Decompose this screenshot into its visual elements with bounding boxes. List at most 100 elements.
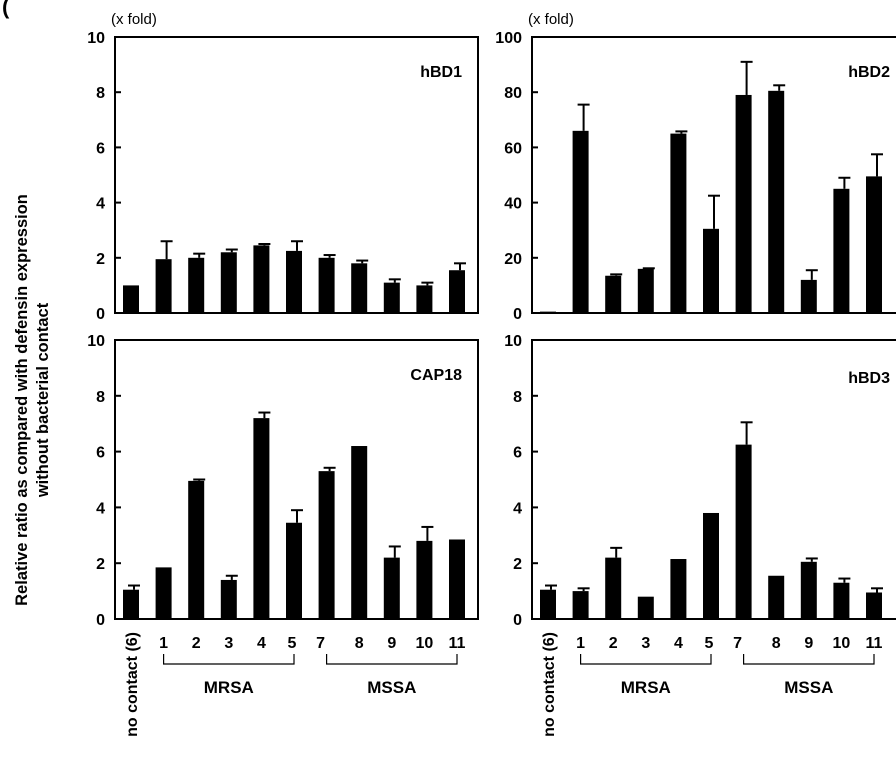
- bar: [703, 228, 719, 313]
- bar: [253, 418, 270, 619]
- bar: [416, 285, 433, 313]
- bar: [286, 250, 302, 313]
- bar: [188, 257, 205, 313]
- x-tick-label: 9: [804, 635, 813, 652]
- y-tick-label: 6: [513, 445, 522, 462]
- y-tick-label: 0: [513, 612, 522, 629]
- x-tick-label: 10: [416, 635, 434, 652]
- bar: [637, 596, 654, 619]
- y-tick-label: 4: [513, 500, 522, 517]
- bar: [123, 285, 139, 313]
- bar: [416, 540, 433, 619]
- group-label: MSSA: [784, 678, 833, 697]
- group-label: MRSA: [621, 678, 671, 697]
- group-bracket-mssa: MSSA: [743, 654, 875, 697]
- y-tick-label: 10: [87, 30, 105, 47]
- bar: [670, 559, 687, 619]
- bar: [188, 480, 205, 619]
- bar: [866, 592, 882, 619]
- x-tick-label: 5: [705, 635, 714, 652]
- x-tick-label: 3: [224, 635, 233, 652]
- bar: [286, 522, 302, 619]
- bracket-line: [163, 654, 295, 665]
- bar: [449, 270, 465, 313]
- y-tick-label: 8: [96, 85, 105, 102]
- bar: [220, 579, 237, 619]
- bar: [383, 282, 400, 313]
- bar: [572, 130, 589, 313]
- bar: [318, 257, 335, 313]
- group-bracket-mrsa: MRSA: [580, 654, 712, 697]
- bar: [833, 582, 850, 619]
- bar: [735, 444, 752, 619]
- bar: [540, 589, 556, 619]
- y-tick-label: 2: [96, 251, 105, 268]
- chart-cap18: 0 2 4 6 8 10 CAP18: [87, 333, 479, 629]
- y-tick-label: 0: [96, 612, 105, 629]
- bar: [123, 589, 139, 619]
- bar: [253, 245, 270, 313]
- y-tick-label: 6: [96, 445, 105, 462]
- y-tick-label: 60: [504, 140, 522, 157]
- x-tick-label: 11: [449, 635, 466, 652]
- bar: [572, 591, 589, 619]
- bracket-line: [580, 654, 712, 665]
- bar: [833, 188, 850, 313]
- y-axis-title-line2: without bacterial contact: [34, 302, 52, 498]
- group-label: MRSA: [204, 678, 254, 697]
- x-tick-label: 2: [192, 635, 201, 652]
- group-label: MSSA: [367, 678, 416, 697]
- bar: [703, 512, 719, 619]
- x-tick-label: no contact (6): [541, 632, 558, 737]
- y-tick-label: 4: [96, 196, 105, 213]
- chart-title: hBD1: [420, 64, 462, 81]
- x-axis-labels: no contact (6) 1 2 3 4 5 7 8 9 10 11 MRSA MSSA no con…: [124, 632, 883, 737]
- chart-hbd1: 0 2 4 6 8 10 (x fold) hBD1: [87, 11, 479, 323]
- bar: [449, 539, 465, 619]
- x-tick-label: 5: [288, 635, 297, 652]
- bar: [383, 557, 400, 619]
- bar: [351, 263, 368, 313]
- x-tick-label: 10: [833, 635, 851, 652]
- bar: [155, 567, 172, 619]
- bar: [800, 279, 817, 313]
- x-tick-label: 1: [576, 635, 585, 652]
- y-tick-label: 2: [96, 556, 105, 573]
- y-tick-label: 8: [96, 389, 105, 406]
- x-tick-label: 4: [674, 635, 683, 652]
- y-tick-label: 40: [504, 196, 522, 213]
- y-tick-label: 100: [495, 30, 522, 47]
- x-tick-label: 8: [355, 635, 364, 652]
- bar: [800, 561, 817, 619]
- chart-title: hBD3: [848, 370, 890, 387]
- group-bracket-mssa: MSSA: [326, 654, 458, 697]
- x-tick-label: 2: [609, 635, 618, 652]
- unit-label: (x fold): [528, 11, 574, 28]
- y-tick-label: 10: [87, 333, 105, 350]
- bar: [318, 471, 335, 619]
- bar: [735, 94, 752, 314]
- bar: [866, 176, 882, 313]
- y-tick-label: 0: [513, 306, 522, 323]
- bar: [670, 133, 687, 313]
- bar: [768, 575, 785, 619]
- y-axis-title-line1: Relative ratio as compared with defensin…: [13, 194, 31, 606]
- bracket-line: [743, 654, 875, 665]
- y-tick-label: 80: [504, 85, 522, 102]
- bar: [768, 90, 785, 313]
- x-tick-label: 9: [387, 635, 396, 652]
- x-tick-label: no contact (6): [124, 632, 141, 737]
- x-tick-label: 1: [159, 635, 168, 652]
- chart-hbd2: 0 20 40 60 80 100 (x fold) hBD2: [495, 11, 896, 323]
- group-bracket-mrsa: MRSA: [163, 654, 295, 697]
- bracket-line: [326, 654, 458, 665]
- x-tick-label: 7: [733, 635, 742, 652]
- bar: [220, 252, 237, 313]
- chart-title: hBD2: [848, 64, 890, 81]
- unit-label: (x fold): [111, 11, 157, 28]
- y-tick-label: 20: [504, 251, 522, 268]
- x-tick-label: 8: [772, 635, 781, 652]
- bar: [605, 557, 622, 619]
